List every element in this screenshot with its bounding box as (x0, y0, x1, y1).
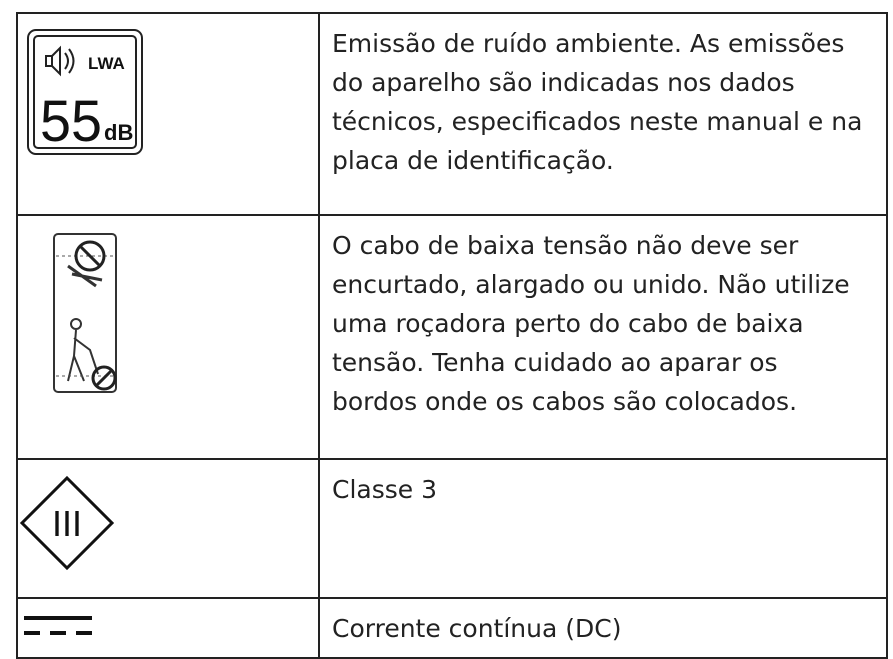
icon-cell (16, 214, 320, 460)
class-icon: III (19, 475, 115, 571)
table-row: Corrente contínua (DC) (16, 597, 888, 659)
noise-icon: LWA 55 dB (27, 29, 143, 155)
table-row: III Classe 3 (16, 458, 888, 599)
symbol-table: LWA 55 dB Emissão de ruído ambiente. As … (16, 12, 888, 659)
description: O cabo de baixa tensão não deve ser encu… (318, 214, 888, 460)
icon-cell: III (16, 458, 320, 599)
icon-value: 55 (40, 89, 102, 154)
cable-icon (53, 233, 117, 393)
icon-label: LWA (88, 54, 125, 73)
description: Corrente contínua (DC) (318, 597, 888, 659)
description: Emissão de ruído ambiente. As emissões d… (318, 12, 888, 216)
icon-unit: dB (104, 120, 133, 145)
description: Classe 3 (318, 458, 888, 599)
icon-cell (16, 597, 320, 659)
table-row: LWA 55 dB Emissão de ruído ambiente. As … (16, 12, 888, 216)
table-row: O cabo de baixa tensão não deve ser encu… (16, 214, 888, 460)
dc-icon (24, 616, 92, 635)
icon-label: III (52, 503, 82, 544)
icon-cell: LWA 55 dB (16, 12, 320, 216)
